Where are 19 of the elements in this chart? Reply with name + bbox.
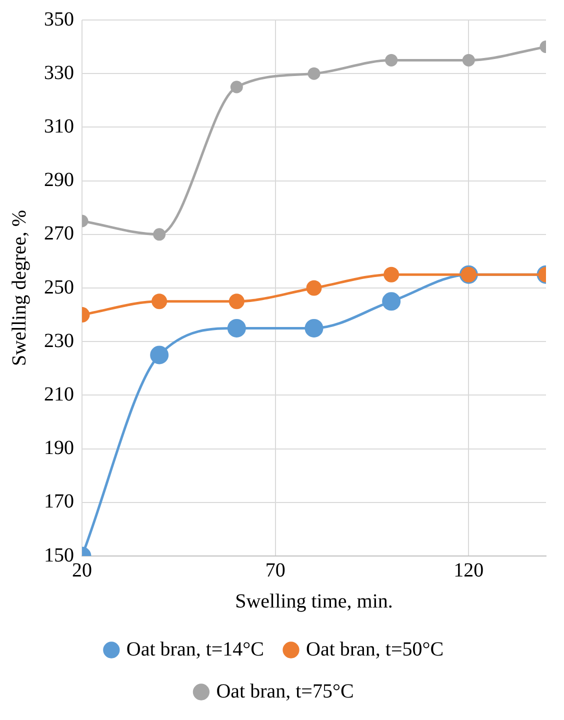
x-tick-label: 70 <box>265 559 286 582</box>
legend-label: Oat bran, t=75°C <box>216 680 354 702</box>
y-tick-label: 330 <box>44 62 74 84</box>
y-tick-label: 150 <box>44 544 74 566</box>
y-tick-label: 190 <box>44 437 74 460</box>
y-tick-label: 310 <box>44 115 74 138</box>
y-axis-title: Swelling degree, % <box>8 210 30 366</box>
y-tick-label: 250 <box>44 276 74 298</box>
x-axis-title: Swelling time, min. <box>235 590 393 612</box>
x-tick-label: 120 <box>454 559 484 582</box>
legend-label: Oat bran, t=50°C <box>306 638 444 660</box>
y-tick-label: 350 <box>44 8 74 30</box>
y-tick-label: 170 <box>44 490 74 513</box>
legend-label: Oat bran, t=14°C <box>126 638 264 660</box>
y-tick-label: 210 <box>44 383 74 406</box>
y-tick-label: 230 <box>44 330 74 352</box>
y-tick-label: 270 <box>44 222 74 245</box>
x-tick-label: 20 <box>72 559 92 582</box>
y-tick-label: 290 <box>44 169 74 192</box>
